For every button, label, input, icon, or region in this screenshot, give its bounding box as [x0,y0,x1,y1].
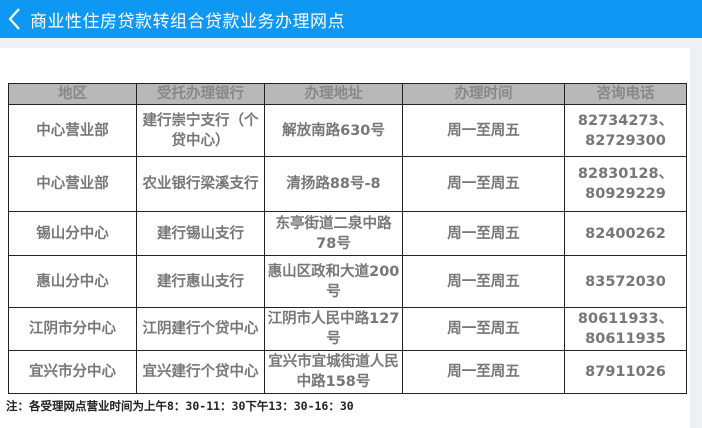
table-cell: 80611933、80611935 [564,307,687,351]
table-row: 惠山分中心 建行惠山支行 惠山区政和大道200号 周一至周五 83572030 [8,255,687,308]
table-cell: 82734273、82729300 [564,104,687,157]
top-bar: 商业性住房贷款转组合贷款业务办理网点 [0,0,702,38]
table-cell: 中心营业部 [8,104,137,157]
table-cell: 宜兴市宜城街道人民中路158号 [264,350,403,394]
table-cell: 农业银行梁溪支行 [136,156,265,212]
table-cell: 锡山分中心 [8,211,137,256]
table-cell: 周一至周五 [402,350,565,394]
table-cell: 建行惠山支行 [136,255,265,308]
table-row: 江阴市分中心 江阴建行个贷中心 江阴市人民中路127号 周一至周五 80611933、8… [8,307,687,351]
table-cell: 建行锡山支行 [136,211,265,256]
table-cell: 82830128、80929229 [564,156,687,212]
table-cell: 江阴市人民中路127号 [264,307,403,351]
table-row: 锡山分中心 建行锡山支行 东亭街道二泉中路78号 周一至周五 82400262 [8,211,687,256]
table-cell: 82400262 [564,211,687,256]
table-cell: 周一至周五 [402,307,565,351]
table-cell: 建行崇宁支行（个贷中心） [136,104,265,157]
table-cell: 惠山区政和大道200号 [264,255,403,308]
column-header: 受托办理银行 [136,83,265,105]
table-cell: 宜兴市分中心 [8,350,137,394]
chevron-left-icon[interactable] [4,4,26,34]
column-header: 地区 [8,83,137,105]
table-cell: 周一至周五 [402,211,565,256]
table-cell: 宜兴建行个贷中心 [136,350,265,394]
column-header: 办理时间 [402,83,565,105]
page-title: 商业性住房贷款转组合贷款业务办理网点 [30,11,345,32]
business-hours-note: 注：各受理网点营业时间为上午8：30-11：30下午13：30-16：30 [6,399,354,413]
service-points-table: 地区 受托办理银行 办理地址 办理时间 咨询电话 中心营业部 建行崇宁支行（个贷中心） 解放… [8,83,687,394]
table-cell: 周一至周五 [402,156,565,212]
table-cell: 83572030 [564,255,687,308]
table-row: 中心营业部 农业银行梁溪支行 清扬路88号-8 周一至周五 82830128、80929… [8,156,687,212]
table-cell: 东亭街道二泉中路78号 [264,211,403,256]
column-header: 办理地址 [264,83,403,105]
column-header: 咨询电话 [564,83,687,105]
table-row: 中心营业部 建行崇宁支行（个贷中心） 解放南路630号 周一至周五 82734273、8… [8,104,687,157]
table-row: 宜兴市分中心 宜兴建行个贷中心 宜兴市宜城街道人民中路158号 周一至周五 879110… [8,350,687,394]
table-cell: 江阴市分中心 [8,307,137,351]
table-cell: 中心营业部 [8,156,137,212]
table-cell: 87911026 [564,350,687,394]
table-cell: 清扬路88号-8 [264,156,403,212]
table-cell: 惠山分中心 [8,255,137,308]
table-cell: 江阴建行个贷中心 [136,307,265,351]
table-cell: 周一至周五 [402,255,565,308]
table-cell: 周一至周五 [402,104,565,157]
table-cell: 解放南路630号 [264,104,403,157]
